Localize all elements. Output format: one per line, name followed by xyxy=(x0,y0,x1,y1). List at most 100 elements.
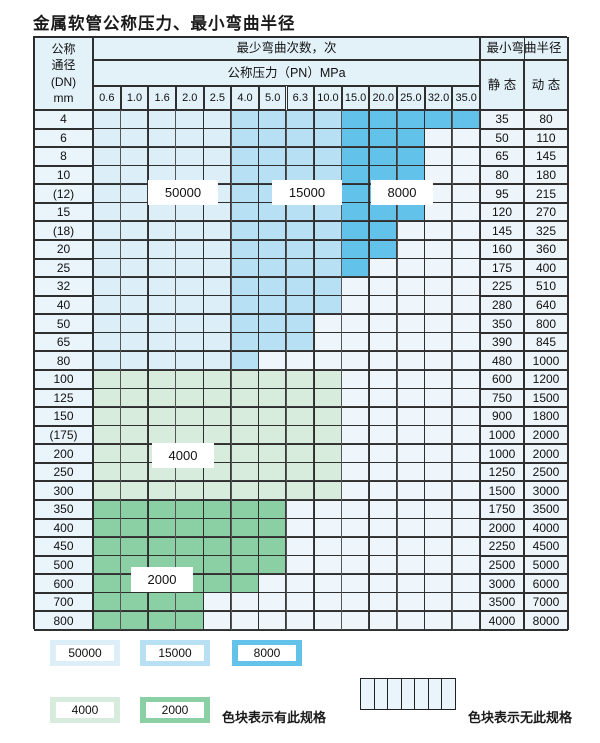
data-cell-100-5.0 xyxy=(258,370,287,389)
data-cell-125-25.0 xyxy=(397,388,425,408)
data-cell-700-6.3 xyxy=(286,592,315,612)
data-cell-40-2.0 xyxy=(175,295,204,315)
data-cell-4-1.0 xyxy=(120,110,149,129)
data-cell-20-0.6 xyxy=(93,240,121,259)
data-cell-80-1.0 xyxy=(120,351,149,370)
data-cell-20-5.0 xyxy=(258,240,287,259)
row-static-32: 225 xyxy=(480,277,524,296)
data-cell-125-32.0 xyxy=(424,388,453,408)
row-divider xyxy=(34,146,568,148)
data-cell-125-0.6 xyxy=(93,388,121,408)
data-cell-80-6.3 xyxy=(286,351,315,370)
header-pressure-col-0.6: 0.6 xyxy=(93,86,121,110)
data-cell-6-2.0 xyxy=(175,128,204,148)
data-cell-25-2.0 xyxy=(175,258,204,278)
data-cell-(175)-15.0 xyxy=(341,425,370,445)
data-cell-8-2.0 xyxy=(175,147,204,166)
data-cell-6-1.0 xyxy=(120,128,149,148)
data-cell-15-1.6 xyxy=(148,202,176,222)
data-cell-500-35.0 xyxy=(452,555,480,575)
data-cell-6-10.0 xyxy=(314,128,342,148)
data-cell-600-35.0 xyxy=(452,574,480,593)
data-cell-125-4.0 xyxy=(231,388,259,408)
data-cell-150-6.3 xyxy=(286,407,315,426)
data-cell-(12)-1.0 xyxy=(120,184,149,203)
data-cell-100-1.0 xyxy=(120,370,149,389)
data-cell-6-0.6 xyxy=(93,128,121,148)
pressure-col-divider xyxy=(258,110,260,630)
data-cell-25-10.0 xyxy=(314,258,342,278)
data-cell-150-35.0 xyxy=(452,407,480,426)
data-cell-150-2.5 xyxy=(203,407,232,426)
header-pressure-col-15.0: 15.0 xyxy=(341,86,370,110)
row-divider xyxy=(34,610,568,613)
data-cell-80-20.0 xyxy=(369,351,398,370)
pressure-col-divider xyxy=(451,110,453,630)
data-cell-200-32.0 xyxy=(424,444,453,463)
data-cell-(18)-6.3 xyxy=(286,221,315,240)
data-cell-50-0.6 xyxy=(93,314,121,333)
data-cell-80-4.0 xyxy=(231,351,259,370)
row-static-15: 120 xyxy=(480,202,524,222)
header-pressure-col-32.0: 32.0 xyxy=(424,86,453,110)
row-dynamic-40: 640 xyxy=(524,295,568,315)
row-dynamic-25: 400 xyxy=(524,258,568,278)
data-cell-350-20.0 xyxy=(369,500,398,519)
data-cell-32-35.0 xyxy=(452,277,480,296)
data-cell-32-6.3 xyxy=(286,277,315,296)
data-cell-65-10.0 xyxy=(314,332,342,352)
data-cell-125-10.0 xyxy=(314,388,342,408)
data-cell-400-1.0 xyxy=(120,518,149,538)
pressure-col-divider xyxy=(313,110,315,630)
data-cell-20-32.0 xyxy=(424,240,453,259)
data-cell-450-1.6 xyxy=(148,537,176,556)
data-cell-450-25.0 xyxy=(397,537,425,556)
row-divider xyxy=(34,406,568,408)
data-cell-800-1.0 xyxy=(120,611,149,630)
row-dynamic-(12): 215 xyxy=(524,184,568,203)
row-static-40: 280 xyxy=(480,295,524,315)
row-dynamic-150: 1800 xyxy=(524,407,568,426)
data-cell-500-0.6 xyxy=(93,555,121,575)
row-static-50: 350 xyxy=(480,314,524,333)
pressure-col-divider xyxy=(230,110,232,630)
header-dn-line-2: (DN) xyxy=(50,74,77,89)
data-cell-65-32.0 xyxy=(424,332,453,352)
callout-8000: 8000 xyxy=(372,181,432,204)
data-cell-40-15.0 xyxy=(341,295,370,315)
data-cell-100-6.3 xyxy=(286,370,315,389)
data-cell-700-2.5 xyxy=(203,592,232,612)
data-cell-350-10.0 xyxy=(314,500,342,519)
data-cell-250-0.6 xyxy=(93,462,121,482)
legend-no-spec-stripe xyxy=(375,679,389,709)
data-cell-500-20.0 xyxy=(369,555,398,575)
data-cell-50-35.0 xyxy=(452,314,480,333)
legend-no-spec-stripe xyxy=(415,679,429,709)
row-divider xyxy=(34,332,568,334)
data-cell-100-4.0 xyxy=(231,370,259,389)
row-divider xyxy=(34,592,568,594)
row-static-200: 1000 xyxy=(480,444,524,463)
data-cell-250-1.0 xyxy=(120,462,149,482)
row-dynamic-100: 1200 xyxy=(524,370,568,389)
data-cell-100-32.0 xyxy=(424,370,453,389)
data-cell-500-2.5 xyxy=(203,555,232,575)
legend-has-spec-text: 色块表示有此规格 xyxy=(222,711,327,726)
row-divider xyxy=(34,555,568,557)
data-cell-80-25.0 xyxy=(397,351,425,370)
data-cell-32-15.0 xyxy=(341,277,370,296)
data-cell-500-4.0 xyxy=(231,555,259,575)
data-cell-(18)-35.0 xyxy=(452,221,480,240)
data-cell-250-20.0 xyxy=(369,462,398,482)
row-dn-100: 100 xyxy=(34,370,93,389)
data-cell-400-2.0 xyxy=(175,518,204,538)
row-dn-4: 4 xyxy=(34,110,93,129)
row-static-8: 65 xyxy=(480,147,524,166)
data-cell-8-2.5 xyxy=(203,147,232,166)
data-cell-450-0.6 xyxy=(93,537,121,556)
row-dn-(18): (18) xyxy=(34,221,93,240)
data-cell-40-32.0 xyxy=(424,295,453,315)
data-cell-25-0.6 xyxy=(93,258,121,278)
data-cell-150-10.0 xyxy=(314,407,342,426)
data-cell-300-6.3 xyxy=(286,481,315,500)
